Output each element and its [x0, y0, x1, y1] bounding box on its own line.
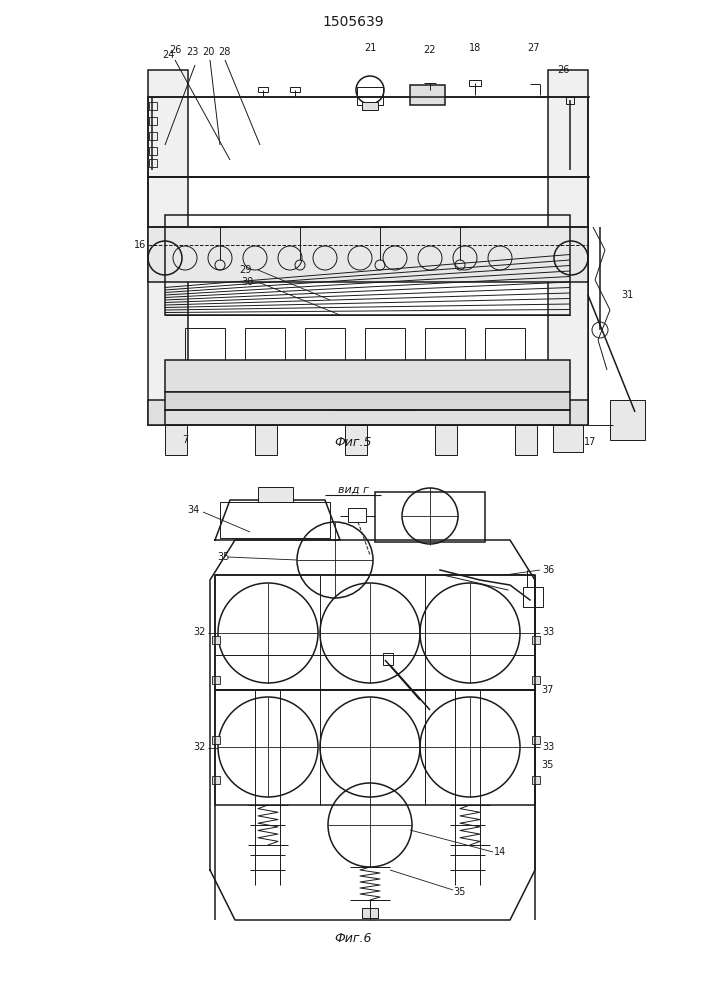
Text: 27: 27 [527, 43, 539, 53]
Bar [566, 97, 574, 104]
Bar [357, 87, 383, 105]
Bar [212, 676, 220, 684]
Bar [375, 492, 485, 542]
Bar [212, 636, 220, 644]
Bar [290, 87, 300, 92]
Bar [345, 425, 367, 455]
Text: 28: 28 [218, 47, 230, 57]
Bar [532, 776, 540, 784]
Bar [485, 328, 525, 360]
Text: 22: 22 [423, 45, 436, 55]
Bar [149, 102, 157, 110]
Text: 16: 16 [134, 240, 146, 250]
Bar [515, 425, 537, 455]
Bar [553, 425, 583, 452]
Bar [149, 147, 157, 155]
Text: 35: 35 [542, 760, 554, 770]
Bar [258, 87, 268, 92]
Text: 37: 37 [542, 685, 554, 695]
Bar [532, 676, 540, 684]
Text: 7: 7 [182, 435, 188, 445]
Bar [532, 636, 540, 644]
Bar [435, 425, 457, 455]
Bar [165, 392, 570, 410]
Bar [305, 328, 345, 360]
Bar [212, 736, 220, 744]
Bar [610, 400, 645, 440]
Bar [148, 177, 588, 227]
Text: 32: 32 [194, 627, 206, 637]
Bar [148, 70, 188, 425]
Bar [148, 97, 588, 177]
Text: 35: 35 [454, 887, 466, 897]
Bar [215, 575, 535, 690]
Text: 14: 14 [494, 847, 506, 857]
Bar [148, 400, 588, 425]
Text: 23: 23 [186, 47, 198, 57]
Text: 32: 32 [194, 742, 206, 752]
Bar [245, 328, 285, 360]
Bar [348, 508, 366, 522]
Text: Фиг.5: Фиг.5 [334, 436, 372, 448]
Text: 24: 24 [162, 50, 174, 60]
Bar [258, 487, 293, 502]
Text: Фиг.6: Фиг.6 [334, 932, 372, 944]
Bar [362, 102, 378, 110]
Text: 33: 33 [542, 742, 554, 752]
Bar [425, 328, 465, 360]
Text: 1505639: 1505639 [322, 15, 384, 29]
Bar [148, 227, 588, 282]
Text: 30: 30 [241, 277, 253, 287]
Bar [220, 502, 330, 538]
Bar [165, 410, 570, 425]
Bar [149, 159, 157, 167]
Bar [149, 132, 157, 140]
Bar [532, 736, 540, 744]
Bar [165, 215, 570, 315]
Bar [165, 360, 570, 392]
Text: 20: 20 [201, 47, 214, 57]
Text: вид г: вид г [337, 485, 368, 495]
Bar [410, 85, 445, 105]
Bar [185, 328, 225, 360]
Text: 36: 36 [542, 565, 554, 575]
Bar [165, 425, 187, 455]
Bar [255, 425, 277, 455]
Text: 31: 31 [621, 290, 633, 300]
Bar [469, 80, 481, 86]
Text: 35: 35 [217, 552, 229, 562]
Text: 18: 18 [469, 43, 481, 53]
Text: 34: 34 [187, 505, 199, 515]
Bar [365, 328, 405, 360]
Bar [383, 653, 393, 665]
Text: 33: 33 [542, 627, 554, 637]
Bar [212, 776, 220, 784]
Text: 21: 21 [364, 43, 376, 53]
Bar [149, 117, 157, 125]
Bar [362, 908, 378, 918]
Bar [523, 587, 543, 607]
Text: 26: 26 [169, 45, 181, 55]
Bar [215, 690, 535, 805]
Text: 26: 26 [557, 65, 569, 75]
Text: 17: 17 [584, 437, 596, 447]
Bar [548, 70, 588, 425]
Text: 29: 29 [239, 265, 251, 275]
